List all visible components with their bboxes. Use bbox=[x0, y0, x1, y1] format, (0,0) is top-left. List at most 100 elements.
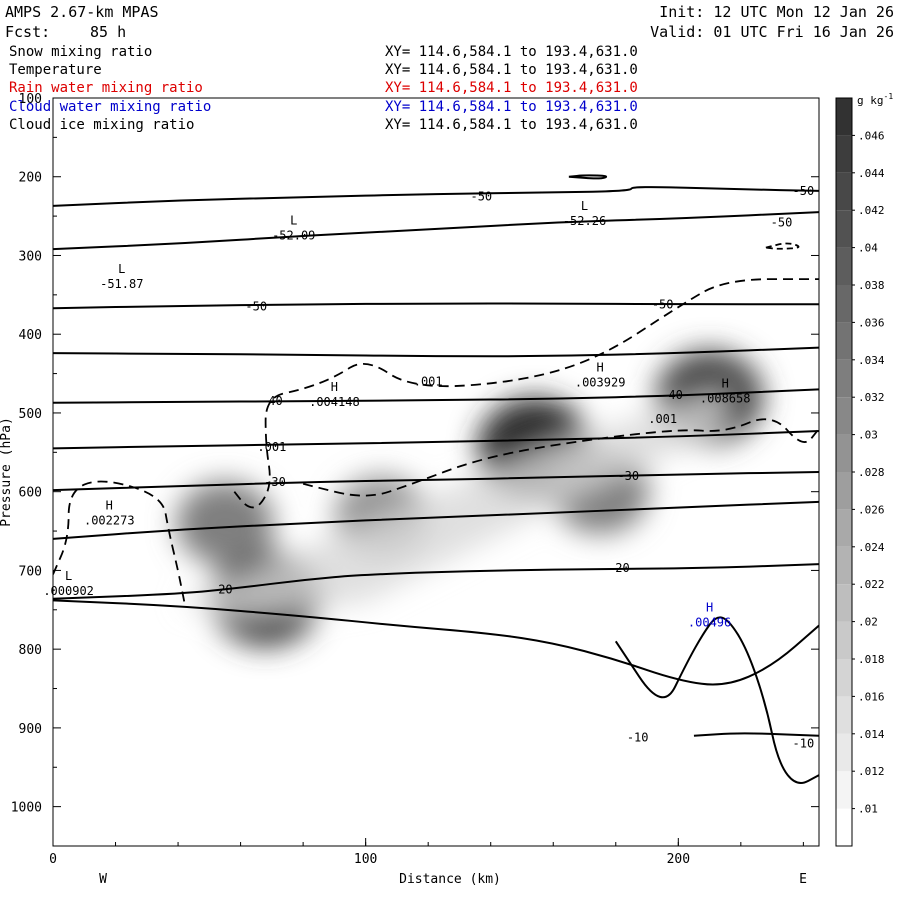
y-tick-label: 900 bbox=[19, 722, 42, 737]
colorbar: .01 .012 .014 .016 .018 .02 .022 .024 .026 .028 .0… bbox=[835, 97, 885, 847]
contour-label: -20 bbox=[608, 561, 630, 575]
snow-shading bbox=[176, 349, 764, 647]
x-axis: 0 100 200 bbox=[49, 838, 804, 867]
extremum-letter: L bbox=[581, 199, 588, 213]
contour-label: -50 bbox=[652, 297, 674, 311]
extremum-letter: L bbox=[290, 213, 297, 227]
colorbar-swatch bbox=[836, 172, 852, 211]
field-name: Rain water mixing ratio bbox=[9, 80, 203, 97]
temperature-contour bbox=[693, 732, 819, 737]
field-range: XY= 114.6,584.1 to 193.4,631.0 bbox=[385, 80, 638, 97]
contour-label: -50 bbox=[771, 215, 793, 229]
colorbar-tick-label: .026 bbox=[858, 503, 885, 516]
colorbar-unit: g kg-1 bbox=[857, 92, 893, 107]
extremum-letter: H bbox=[706, 601, 713, 615]
contour-label: -40 bbox=[661, 388, 683, 402]
colorbar-swatch bbox=[836, 210, 852, 248]
colorbar-tick-label: .042 bbox=[858, 204, 885, 217]
contour-label: .001 bbox=[648, 412, 677, 426]
forecast-label: Fcst: bbox=[5, 23, 51, 41]
temperature-contour bbox=[53, 430, 819, 450]
contour-label: -30 bbox=[264, 475, 286, 489]
colorbar-swatch bbox=[836, 285, 852, 323]
colorbar-swatch bbox=[836, 397, 852, 435]
temperature-contour bbox=[53, 599, 819, 686]
y-axis-label: Pressure (hPa) bbox=[0, 417, 14, 527]
field-name: Snow mixing ratio bbox=[9, 44, 153, 60]
field-range: XY= 114.6,584.1 to 193.4,631.0 bbox=[385, 116, 638, 133]
y-tick-label: 600 bbox=[19, 486, 42, 501]
field-name: Cloud ice mixing ratio bbox=[9, 116, 195, 133]
colorbar-tick-label: .024 bbox=[858, 541, 885, 554]
colorbar-tick-label: .04 bbox=[858, 242, 878, 255]
extremum-letter: H bbox=[597, 361, 604, 375]
extremum-value: -52.26 bbox=[563, 214, 606, 228]
field-range: XY= 114.6,584.1 to 193.4,631.0 bbox=[385, 62, 638, 79]
field-range: XY= 114.6,584.1 to 193.4,631.0 bbox=[385, 44, 638, 60]
colorbar-tick-label: .016 bbox=[858, 690, 885, 703]
colorbar-swatch bbox=[836, 359, 852, 398]
y-tick-label: 800 bbox=[19, 643, 42, 658]
colorbar-tick-label: .022 bbox=[858, 578, 885, 591]
extremum-letter: H bbox=[722, 376, 729, 390]
colorbar-swatch bbox=[836, 98, 852, 136]
contour-label: -30 bbox=[617, 469, 639, 483]
snow-maximum bbox=[176, 481, 274, 566]
y-tick-label: 300 bbox=[19, 249, 42, 264]
x-tick-label: 0 bbox=[49, 852, 57, 867]
colorbar-swatch bbox=[836, 472, 852, 510]
colorbar-swatch bbox=[836, 584, 852, 622]
colorbar-swatch bbox=[836, 696, 852, 734]
temperature-contour bbox=[53, 346, 819, 358]
y-tick-label: 1000 bbox=[11, 801, 42, 816]
x-axis-east-label: E bbox=[799, 872, 807, 887]
temperature-contour bbox=[53, 186, 819, 207]
temperature-contour bbox=[53, 302, 819, 310]
y-tick-label: 700 bbox=[19, 564, 42, 579]
extremum-value: -52.09 bbox=[272, 228, 315, 242]
colorbar-swatch bbox=[836, 771, 852, 809]
extremum-letter: H bbox=[331, 380, 338, 394]
colorbar-tick-label: .012 bbox=[858, 765, 885, 778]
extremum-letter: L bbox=[65, 569, 72, 583]
contour-label: -10 bbox=[793, 737, 815, 751]
contour-labels: -50 -50 -50 -50 -50 -40 -40 .001 .001 .001 -30 -30 -… bbox=[211, 184, 815, 751]
x-tick-label: 200 bbox=[667, 852, 690, 867]
colorbar-swatch bbox=[836, 509, 852, 547]
colorbar-tick-label: .03 bbox=[858, 429, 878, 442]
y-tick-label: 500 bbox=[19, 407, 42, 422]
colorbar-tick-label: .038 bbox=[858, 279, 885, 292]
colorbar-tick-label: .01 bbox=[858, 803, 878, 816]
contour-label: .001 bbox=[257, 440, 286, 454]
colorbar-swatch bbox=[836, 434, 852, 472]
colorbar-swatch bbox=[836, 733, 852, 772]
contour-label: -50 bbox=[470, 189, 492, 203]
extremum-value: .00496 bbox=[688, 616, 731, 630]
colorbar-swatch bbox=[836, 322, 852, 360]
colorbar-swatch bbox=[836, 546, 852, 585]
colorbar-tick-label: .014 bbox=[858, 728, 885, 741]
colorbar-swatch bbox=[836, 808, 852, 846]
contour-label: .001 bbox=[414, 374, 443, 388]
temperature-contour bbox=[53, 211, 819, 251]
cloud-ice-contour bbox=[302, 418, 819, 497]
cloud-ice-contour bbox=[765, 242, 800, 250]
y-tick-label: 200 bbox=[19, 171, 42, 186]
x-axis-label: Distance (km) bbox=[399, 872, 501, 887]
colorbar-swatch bbox=[836, 247, 852, 285]
colorbar-tick-label: .02 bbox=[858, 616, 878, 629]
colorbar-tick-label: .018 bbox=[858, 653, 885, 666]
contour-label: -20 bbox=[211, 582, 233, 596]
x-axis-west-label: W bbox=[99, 872, 107, 887]
contour-label: -50 bbox=[793, 184, 815, 198]
extremum-value: .000902 bbox=[43, 584, 94, 598]
colorbar-tick-label: .034 bbox=[858, 354, 885, 367]
field-name: Cloud water mixing ratio bbox=[9, 98, 212, 115]
forecast-value: 85 h bbox=[90, 23, 127, 41]
contour-label: -10 bbox=[627, 730, 649, 744]
x-tick-label: 100 bbox=[354, 852, 377, 867]
y-tick-label: 100 bbox=[19, 92, 42, 107]
cloud-ice-contour bbox=[53, 480, 186, 603]
temperature-contour bbox=[568, 174, 608, 180]
